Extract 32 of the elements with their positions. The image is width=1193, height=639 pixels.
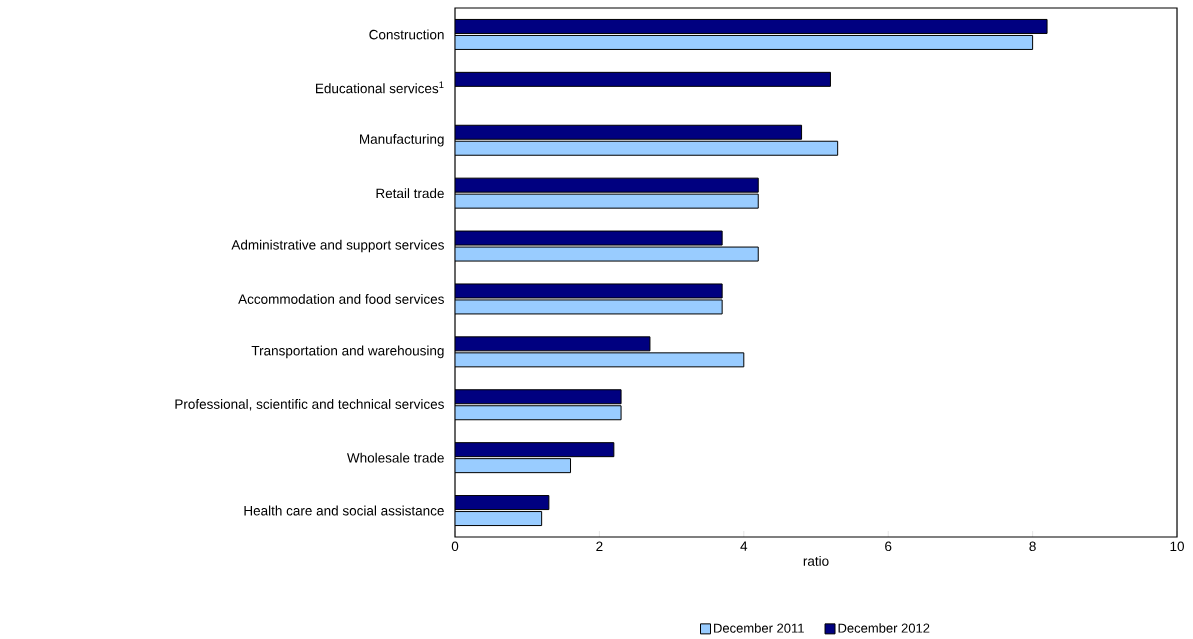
bar [455,511,543,527]
x-tick-label: 6 [885,541,892,552]
bar [455,352,745,368]
x-tick-label: 8 [1029,541,1036,552]
bar [455,124,803,140]
x-tick-label: 2 [596,541,603,551]
y-tick-label: Wholesale trade [346,452,444,463]
y-tick-label: Administrative and support services [231,239,444,253]
legend-label: December 2012 [838,623,930,633]
y-tick-label: Educational services$^{1}$ [316,81,444,94]
x-tick-label: 10 [1170,541,1184,552]
bar [455,389,622,405]
legend-label: December 2011 [714,623,804,633]
bar [455,495,550,511]
y-tick-label: Health care and social assistance [244,505,444,516]
bar [455,458,572,474]
bar [455,18,1048,34]
bar [455,442,615,458]
x-axis-title: ratio [803,555,829,566]
y-tick-label: Construction [369,29,444,40]
bar [455,71,831,87]
bar [455,140,839,156]
x-tick-label: 4 [740,541,748,551]
bar [455,177,759,193]
y-tick-label: Accommodation and food services [238,294,444,304]
y-tick-label: Professional, scientific and technical services [175,399,444,411]
bar [455,405,622,421]
y-tick-label: Retail trade [376,188,444,199]
x-tick-label: 0 [451,541,459,552]
bar [455,34,1034,50]
y-tick-label: Transportation and warehousing [251,345,444,359]
y-tick-label: Manufacturing [360,133,444,147]
